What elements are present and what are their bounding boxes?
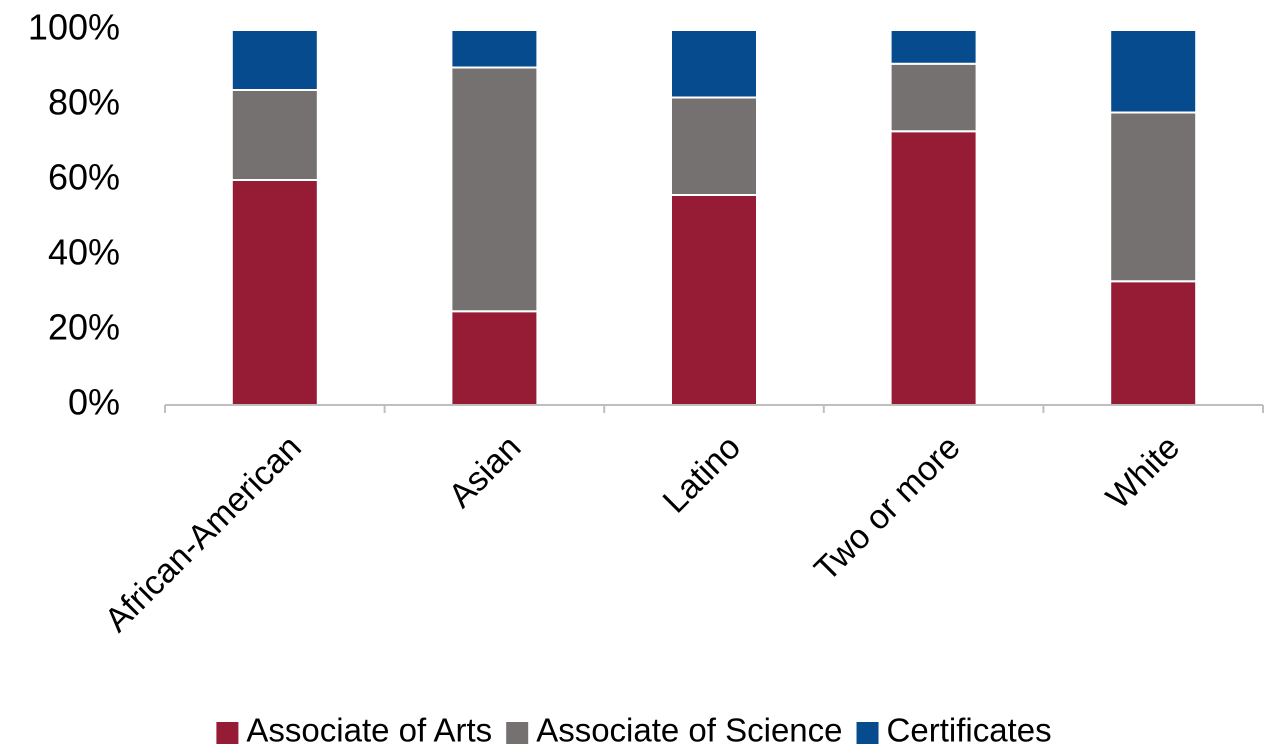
x-tick-label: Asian (441, 428, 528, 515)
y-tick-label: 20% (48, 307, 120, 348)
bar-segment (230, 29, 319, 91)
bar-segment (670, 96, 758, 196)
x-tick-label: Latino (656, 428, 748, 520)
legend-swatch (856, 722, 879, 744)
x-tick-label: African-American (98, 428, 309, 639)
bar-segment (889, 62, 978, 133)
x-tick-label: Two or more (807, 428, 967, 588)
legend-swatch (216, 722, 239, 744)
legend-label: Certificates (887, 712, 1052, 749)
legend-label: Associate of Science (536, 712, 842, 749)
bar-segment (670, 29, 758, 99)
y-tick-label: 100% (28, 7, 120, 48)
y-tick-label: 60% (48, 157, 120, 198)
legend-label: Associate of Arts (246, 712, 492, 749)
x-tick-label: White (1099, 428, 1187, 516)
y-tick-label: 40% (48, 232, 120, 273)
bar-segment (450, 29, 539, 69)
y-tick-label: 0% (68, 382, 120, 423)
bar-segment (230, 89, 319, 181)
bar-segment (889, 130, 978, 406)
bar-segment (889, 29, 978, 65)
bar-segment (670, 194, 758, 406)
bar-segment (450, 66, 539, 313)
bar-segment (450, 310, 539, 406)
legend-swatch (506, 722, 529, 744)
bar-segment (1109, 111, 1198, 283)
y-tick-label: 80% (48, 82, 120, 123)
bar-segment (230, 179, 319, 406)
bar-segment (1109, 280, 1198, 406)
bar-segment (1109, 29, 1198, 114)
